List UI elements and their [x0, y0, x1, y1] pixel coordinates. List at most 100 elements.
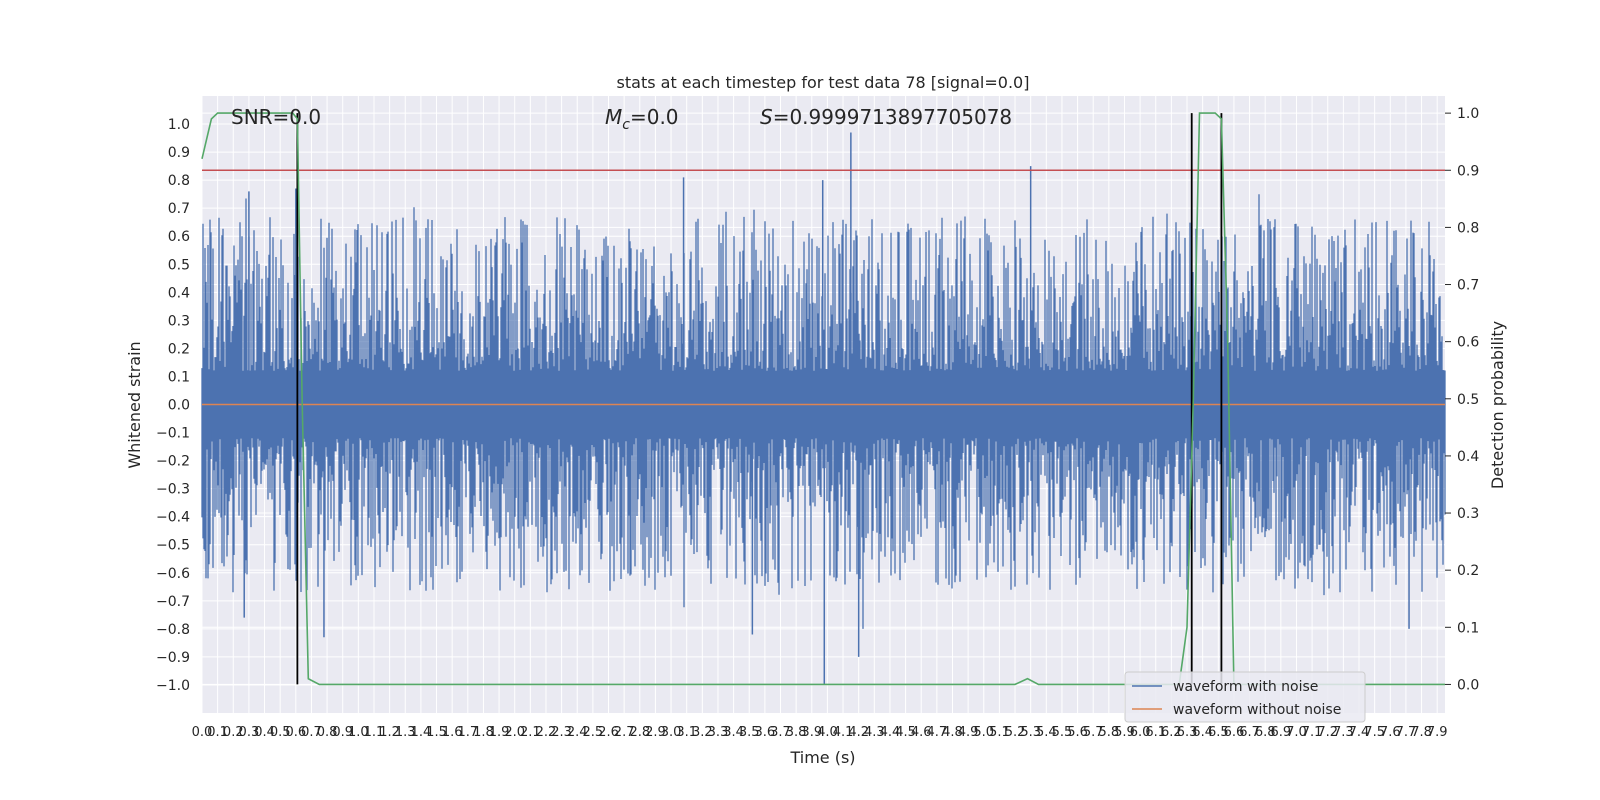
x-tick-label-9: 0.9 [332, 725, 353, 740]
mc-subscript: c [622, 117, 630, 133]
x-tick-label-61: 6.1 [1145, 725, 1166, 740]
x-tick-label-68: 6.8 [1255, 725, 1276, 740]
y-tick-label-13: 0.3 [168, 313, 190, 329]
x-tick-label-1: 0.1 [207, 725, 228, 740]
y-tick-label-3: −0.7 [156, 594, 190, 610]
y-tick-label-11: 0.1 [168, 369, 190, 385]
x-tick-label-67: 6.7 [1239, 725, 1260, 740]
x-tick-label-26: 2.6 [598, 725, 619, 740]
x-tick-label-7: 0.7 [301, 725, 322, 740]
x-tick-label-57: 5.7 [1083, 725, 1104, 740]
y-tick-label-14: 0.4 [168, 285, 190, 301]
mc-symbol: M [605, 105, 622, 129]
mc-value: =0.0 [630, 105, 679, 129]
x-tick-label-11: 1.1 [364, 725, 385, 740]
x-tick-label-33: 3.3 [708, 725, 729, 740]
mc-annotation: Mc=0.0 [605, 105, 679, 133]
x-tick-label-8: 0.8 [317, 725, 338, 740]
y-tick-label-19: 0.9 [168, 145, 190, 161]
x-axis-ticks: 0.00.10.20.30.40.50.60.70.80.91.01.11.21… [192, 725, 1448, 740]
x-tick-label-10: 1.0 [348, 725, 369, 740]
x-tick-label-40: 4.0 [817, 725, 838, 740]
x-tick-label-39: 3.9 [801, 725, 822, 740]
y-tick-label-20: 1.0 [168, 117, 190, 133]
chart-title: stats at each timestep for test data 78 … [617, 73, 1030, 92]
x-tick-label-50: 5.0 [973, 725, 994, 740]
legend-label-clean: waveform without noise [1173, 702, 1341, 718]
y-tick-label-10: 0.0 [168, 398, 190, 414]
y2-tick-label-3: 0.3 [1457, 506, 1479, 522]
x-tick-label-41: 4.1 [833, 725, 854, 740]
x-tick-label-64: 6.4 [1192, 725, 1213, 740]
x-tick-label-78: 7.8 [1411, 725, 1432, 740]
x-tick-label-49: 4.9 [958, 725, 979, 740]
x-tick-label-66: 6.6 [1224, 725, 1245, 740]
x-tick-label-55: 5.5 [1052, 725, 1073, 740]
y-tick-label-6: −0.4 [156, 510, 190, 526]
detection-probability-line [201, 112, 1445, 686]
snr-annotation: SNR=0.0 [231, 105, 321, 129]
x-tick-label-0: 0.0 [192, 725, 213, 740]
x-tick-label-59: 5.9 [1114, 725, 1135, 740]
x-tick-label-48: 4.8 [942, 725, 963, 740]
y2-tick-label-1: 0.1 [1457, 620, 1479, 636]
x-tick-label-79: 7.9 [1427, 725, 1448, 740]
x-tick-label-32: 3.2 [692, 725, 713, 740]
x-tick-label-73: 7.3 [1333, 725, 1354, 740]
x-tick-label-31: 3.1 [676, 725, 697, 740]
y-tick-label-17: 0.7 [168, 201, 190, 217]
x-tick-label-62: 6.2 [1161, 725, 1182, 740]
x-axis-label: Time (s) [789, 748, 855, 767]
x-tick-label-75: 7.5 [1364, 725, 1385, 740]
y2-tick-label-7: 0.7 [1457, 278, 1479, 294]
y-tick-label-15: 0.5 [168, 257, 190, 273]
x-tick-label-22: 2.2 [536, 725, 557, 740]
x-tick-label-24: 2.4 [567, 725, 588, 740]
x-tick-label-19: 1.9 [489, 725, 510, 740]
x-tick-label-58: 5.8 [1098, 725, 1119, 740]
x-tick-label-53: 5.3 [1020, 725, 1041, 740]
x-tick-label-15: 1.5 [426, 725, 447, 740]
x-tick-label-36: 3.6 [755, 725, 776, 740]
y-tick-label-1: −0.9 [156, 650, 190, 666]
x-tick-label-45: 4.5 [895, 725, 916, 740]
x-tick-label-17: 1.7 [457, 725, 478, 740]
legend-box [1124, 671, 1366, 723]
x-tick-label-42: 4.2 [848, 725, 869, 740]
y-tick-label-8: −0.2 [156, 454, 190, 470]
x-tick-label-37: 3.7 [770, 725, 791, 740]
x-tick-label-12: 1.2 [379, 725, 400, 740]
series-waveform-with-noise [201, 132, 1446, 685]
y2-tick-label-2: 0.2 [1457, 563, 1479, 579]
x-tick-label-2: 0.2 [223, 725, 244, 740]
y2-tick-label-6: 0.6 [1457, 335, 1479, 351]
y-tick-label-7: −0.3 [156, 482, 190, 498]
x-tick-label-5: 0.5 [270, 725, 291, 740]
x-tick-label-76: 7.6 [1380, 725, 1401, 740]
x-tick-label-74: 7.4 [1349, 725, 1370, 740]
y-axis-label: Whitened strain [125, 341, 144, 468]
s-symbol: S [760, 105, 773, 129]
x-tick-label-3: 0.3 [239, 725, 260, 740]
y-tick-label-0: −1.0 [156, 678, 190, 694]
y2-tick-label-5: 0.5 [1457, 392, 1479, 408]
x-tick-label-16: 1.6 [442, 725, 463, 740]
x-tick-label-43: 4.3 [864, 725, 885, 740]
y-tick-label-16: 0.6 [168, 229, 190, 245]
x-tick-label-6: 0.6 [285, 725, 306, 740]
y-tick-label-12: 0.2 [168, 341, 190, 357]
x-tick-label-35: 3.5 [739, 725, 760, 740]
y2-tick-label-4: 0.4 [1457, 449, 1479, 465]
x-tick-label-34: 3.4 [723, 725, 744, 740]
x-tick-label-21: 2.1 [520, 725, 541, 740]
y-axis-ticks: −1.0 −0.9 −0.8 −0.7 −0.6 −0.5 −0.4 −0.3 −0.2 −0.1… [156, 117, 190, 694]
s-value: =0.9999713897705078 [773, 105, 1012, 129]
x-tick-label-71: 7.1 [1302, 725, 1323, 740]
x-tick-label-72: 7.2 [1317, 725, 1338, 740]
x-tick-label-63: 6.3 [1177, 725, 1198, 740]
x-tick-label-14: 1.4 [411, 725, 432, 740]
x-tick-label-27: 2.7 [614, 725, 635, 740]
y2-tick-label-0: 0.0 [1457, 677, 1479, 693]
x-tick-label-69: 6.9 [1270, 725, 1291, 740]
